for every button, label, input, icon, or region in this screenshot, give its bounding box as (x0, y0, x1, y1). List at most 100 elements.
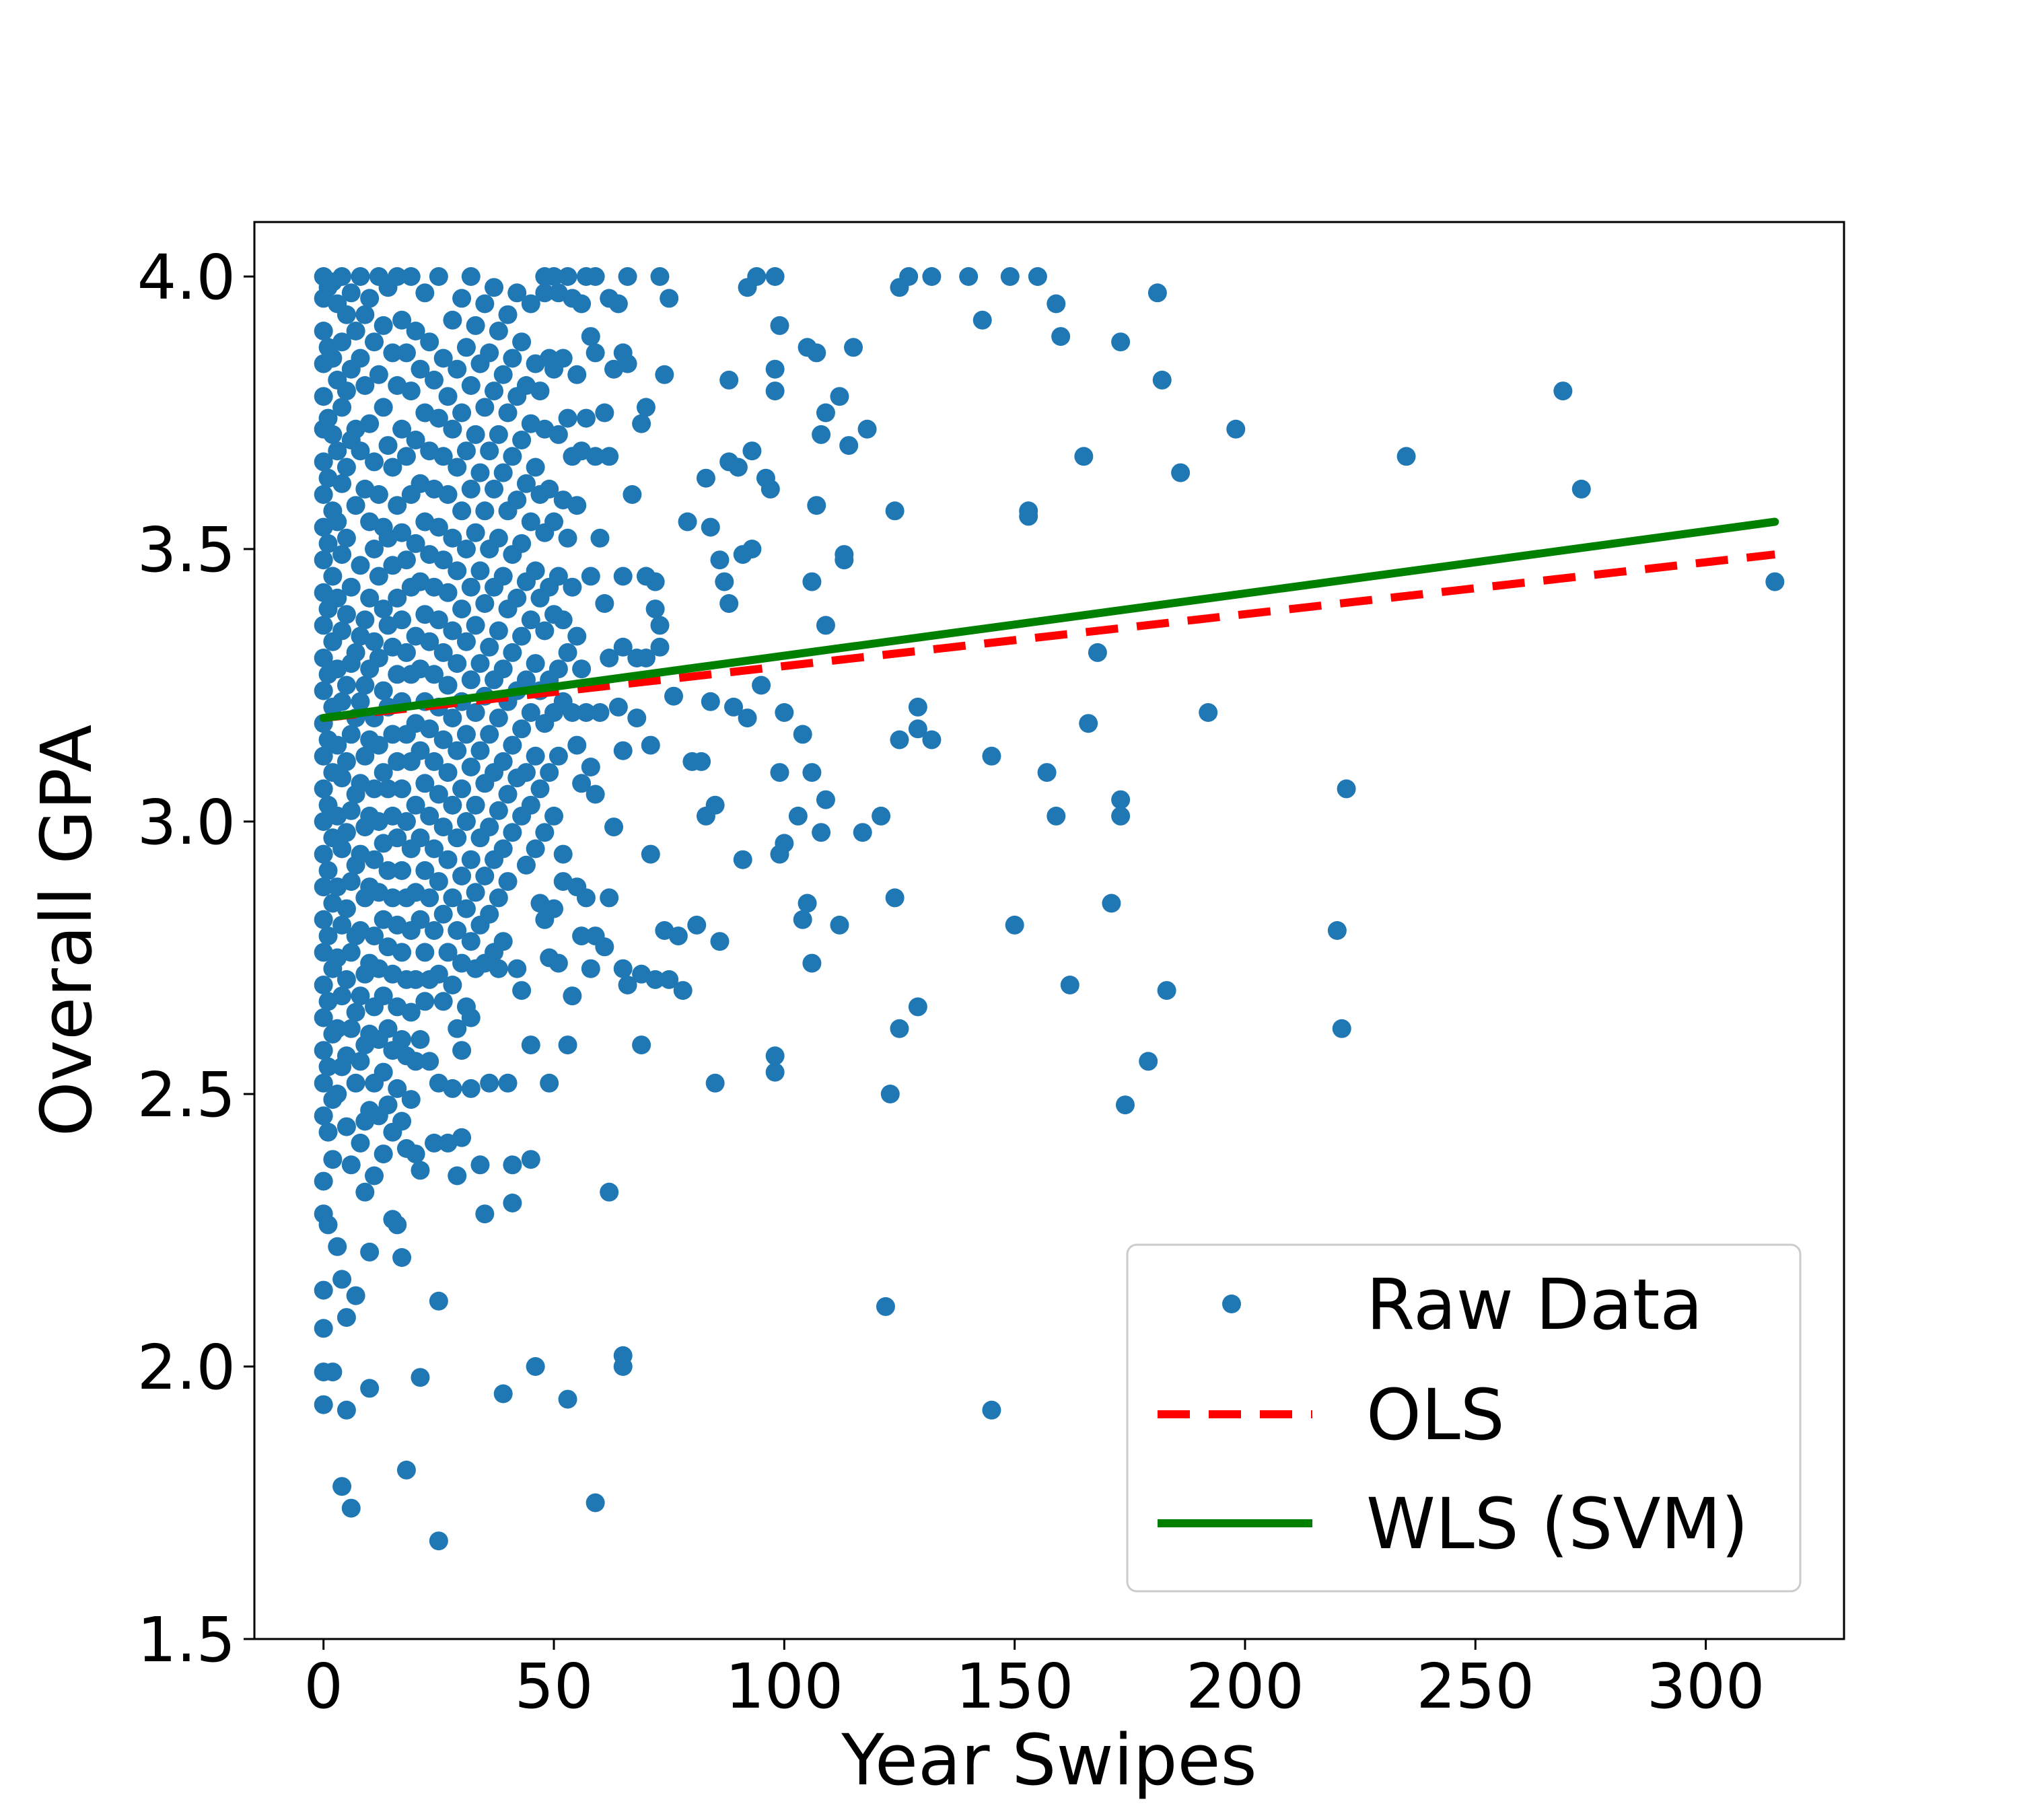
scatter-point (336, 1400, 356, 1420)
scatter-point (498, 1073, 518, 1093)
scatter-point (719, 370, 739, 390)
scatter-point (341, 577, 361, 597)
scatter-point (489, 425, 508, 444)
scatter-point (581, 567, 600, 586)
scatter-point (793, 725, 812, 744)
scatter-point (563, 703, 582, 722)
scatter-point (586, 1493, 605, 1513)
scatter-point (521, 1035, 540, 1055)
scatter-point (411, 741, 430, 760)
scatter-point (346, 643, 365, 662)
y-tick-label: 2.5 (137, 1059, 236, 1131)
scatter-point (411, 1030, 430, 1049)
scatter-point (489, 708, 508, 728)
scatter-point (341, 801, 361, 820)
scatter-point (341, 283, 361, 303)
scatter-point (1337, 779, 1356, 799)
scatter-point (572, 659, 592, 679)
scatter-point (429, 408, 448, 428)
scatter-point (336, 970, 356, 989)
scatter-point (512, 534, 532, 553)
scatter-point (788, 806, 808, 826)
scatter-point (392, 523, 412, 542)
scatter-point (406, 970, 425, 989)
scatter-point (548, 746, 568, 766)
scatter-point (365, 1166, 384, 1186)
scatter-point (314, 550, 333, 570)
scatter-point (365, 850, 384, 869)
scatter-point (728, 458, 748, 477)
scatter-point (558, 528, 577, 548)
scatter-point (618, 354, 637, 373)
scatter-point (369, 485, 388, 504)
scatter-point (544, 512, 564, 532)
scatter-point (328, 588, 347, 608)
scatter-point (503, 1194, 522, 1212)
scatter-point (388, 665, 407, 684)
scatter-point (314, 1041, 333, 1060)
scatter-point (558, 1035, 577, 1055)
scatter-point (415, 283, 435, 303)
scatter-point (1147, 283, 1167, 303)
scatter-point (485, 479, 504, 499)
scatter-point (456, 441, 476, 461)
scatter-point (485, 278, 504, 297)
scatter-point (540, 479, 559, 499)
scatter-point (470, 463, 490, 482)
scatter-point (318, 534, 338, 553)
scatter-point (678, 512, 697, 532)
scatter-point (369, 735, 388, 755)
scatter-point (336, 752, 356, 771)
scatter-point (498, 785, 518, 804)
scatter-point (489, 888, 508, 908)
scatter-point (336, 1117, 356, 1136)
scatter-point (650, 637, 670, 657)
scatter-point (433, 643, 453, 662)
scatter-point (632, 414, 651, 433)
scatter-point (747, 267, 767, 286)
scatter-point (512, 332, 532, 352)
scatter-point (332, 474, 352, 493)
scatter-point (351, 267, 370, 286)
scatter-point (401, 1003, 421, 1022)
scatter-point (839, 436, 859, 456)
scatter-point (760, 479, 780, 499)
y-tick-label: 4.0 (137, 242, 236, 314)
scatter-point (369, 649, 388, 667)
scatter-point (567, 365, 587, 384)
scatter-point (645, 970, 665, 989)
scatter-point (392, 1248, 412, 1267)
scatter-point (336, 676, 356, 695)
scatter-point (521, 294, 540, 314)
scatter-point (535, 283, 555, 303)
scatter-point (314, 387, 333, 406)
scatter-point (332, 986, 352, 1006)
scatter-point (844, 338, 863, 357)
scatter-point (351, 692, 370, 711)
legend-label-wls: WLS (SVM) (1366, 1483, 1748, 1565)
scatter-point (480, 637, 499, 657)
scatter-point (336, 381, 356, 401)
scatter-point (448, 561, 467, 581)
scatter-point (378, 436, 398, 456)
scatter-point (493, 932, 513, 951)
scatter-point (448, 1166, 467, 1186)
scatter-point (420, 806, 439, 826)
scatter-point (383, 458, 402, 477)
x-tick-label: 250 (1416, 1650, 1534, 1722)
scatter-point (433, 992, 453, 1011)
scatter-point (668, 926, 688, 946)
scatter-point (314, 681, 333, 700)
scatter-point (336, 305, 356, 324)
scatter-point (351, 349, 370, 368)
scatter-point (336, 899, 356, 918)
scatter-point (493, 463, 513, 482)
scatter-point (673, 981, 693, 1000)
scatter-point (489, 801, 508, 820)
scatter-point (590, 703, 610, 722)
scatter-point (388, 828, 407, 848)
scatter-point (461, 1079, 481, 1098)
scatter-point (438, 943, 458, 962)
scatter-point (553, 844, 573, 864)
